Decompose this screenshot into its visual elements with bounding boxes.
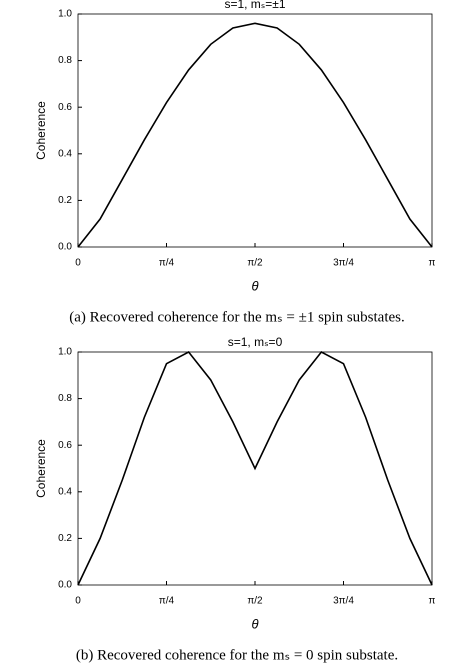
y-tick-label: 0.0 (58, 580, 72, 591)
y-tick-label: 0.8 (58, 55, 72, 66)
data-line (77, 350, 433, 586)
x-tick-label: π (429, 596, 436, 607)
y-tick-label: 1.0 (58, 9, 72, 20)
y-tick-label: 0.6 (58, 102, 72, 113)
x-tick-label: 0 (75, 258, 81, 269)
x-tick-label: 3π/4 (333, 596, 354, 607)
y-tick-label: 0.4 (58, 486, 72, 497)
y-tick-label: 0.8 (58, 393, 72, 404)
x-tick-label: π/4 (159, 258, 175, 269)
y-tick-label: 0.2 (58, 195, 72, 206)
y-tick-label: 0.2 (58, 533, 72, 544)
x-tick-label: 0 (75, 596, 81, 607)
data-line (77, 22, 433, 248)
x-tick-label: π/2 (247, 596, 263, 607)
y-tick-label: 1.0 (58, 347, 72, 358)
y-axis-label: Coherence (34, 101, 48, 160)
y-tick-label: 0.0 (58, 242, 72, 253)
y-tick-label: 0.6 (58, 440, 72, 451)
x-tick-label: π (429, 258, 436, 269)
x-tick-label: π/2 (247, 258, 263, 269)
caption: (b) Recovered coherence for the mₛ = 0 s… (76, 647, 398, 663)
y-tick-label: 0.4 (58, 148, 72, 159)
x-tick-label: 3π/4 (333, 258, 354, 269)
chart-title: s=1, mₛ=±1 (224, 0, 285, 11)
caption: (a) Recovered coherence for the mₛ = ±1 … (69, 309, 405, 325)
x-tick-label: π/4 (159, 596, 175, 607)
plot-frame (77, 13, 433, 248)
y-axis-label: Coherence (34, 439, 48, 498)
chart-title: s=1, mₛ=0 (228, 335, 283, 349)
x-axis-label: θ (251, 616, 258, 631)
x-axis-label: θ (251, 278, 258, 293)
